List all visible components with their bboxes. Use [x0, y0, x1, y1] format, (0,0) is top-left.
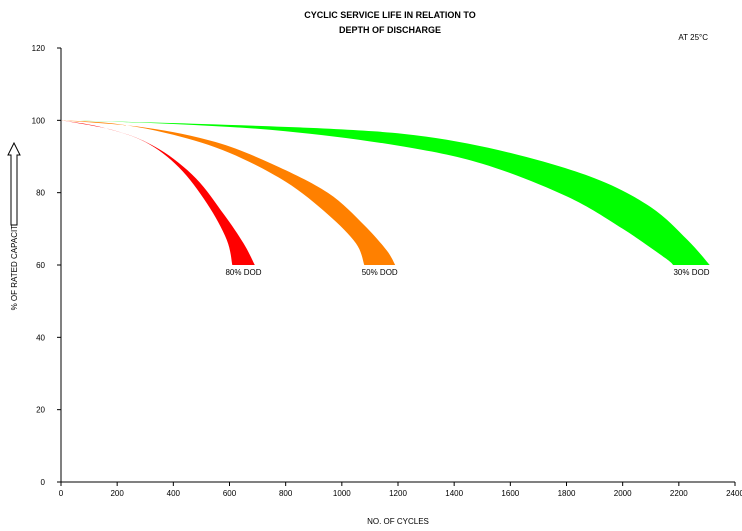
- x-tick-label: 0: [59, 489, 64, 498]
- y-tick-label: 100: [32, 116, 46, 125]
- x-tick-label: 800: [279, 489, 293, 498]
- x-axis-label: NO. OF CYCLES: [367, 517, 429, 526]
- y-tick-label: 120: [32, 44, 46, 53]
- x-tick-label: 2000: [614, 489, 632, 498]
- chart-title-line-2: DEPTH OF DISCHARGE: [339, 25, 441, 35]
- band-labels: 30% DOD 50% DOD 80% DOD: [225, 268, 709, 277]
- x-tick-label: 2400: [726, 489, 742, 498]
- y-tick-label: 80: [36, 189, 45, 198]
- y-ticks: 0 20 40 60 80 100 120: [32, 44, 61, 487]
- x-tick-label: 1000: [333, 489, 351, 498]
- band-80-dod: [61, 120, 255, 265]
- y-tick-label: 0: [41, 478, 46, 487]
- x-tick-label: 1200: [389, 489, 407, 498]
- band-50-dod: [61, 120, 396, 265]
- band-label: 80% DOD: [225, 268, 261, 277]
- capacity-bands: [61, 120, 710, 265]
- y-tick-label: 60: [36, 261, 45, 270]
- x-tick-label: 1600: [501, 489, 519, 498]
- chart-title-line-1: CYCLIC SERVICE LIFE IN RELATION TO: [304, 10, 476, 20]
- x-tick-label: 400: [167, 489, 181, 498]
- temperature-annotation: AT 25°C: [678, 33, 708, 42]
- x-tick-label: 2200: [670, 489, 688, 498]
- y-axis-label-group: % OF RATED CAPACITY: [10, 219, 19, 310]
- y-tick-label: 40: [36, 333, 45, 342]
- band-30-dod: [61, 120, 710, 265]
- x-tick-label: 1800: [558, 489, 576, 498]
- x-tick-label: 200: [110, 489, 124, 498]
- band-label: 50% DOD: [362, 268, 398, 277]
- x-ticks: 0 200 400 600 800 1000 1200 1400 1600 1800 2000 220…: [59, 482, 742, 498]
- x-tick-label: 1400: [445, 489, 463, 498]
- up-arrow-icon: [7, 141, 21, 226]
- y-axis-label: % OF RATED CAPACITY: [10, 219, 19, 310]
- axes: [60, 48, 735, 483]
- y-tick-label: 20: [36, 406, 45, 415]
- band-label: 30% DOD: [673, 268, 709, 277]
- x-tick-label: 600: [223, 489, 237, 498]
